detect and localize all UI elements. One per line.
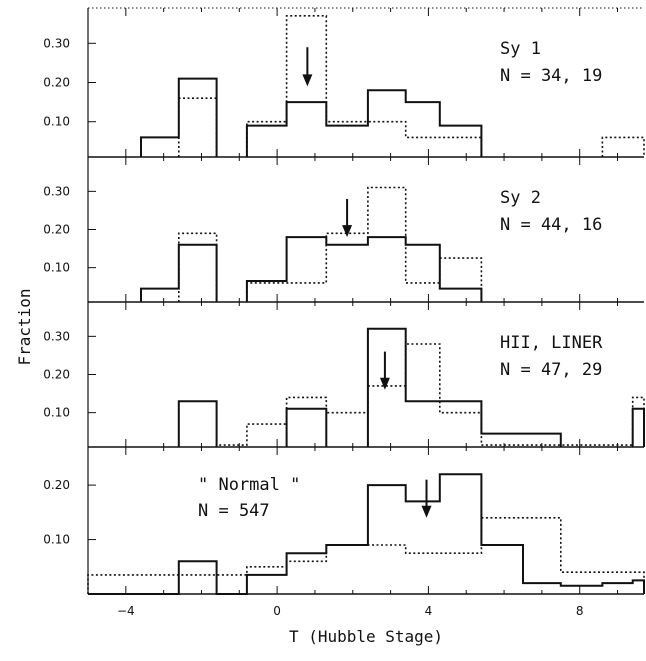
panels: 0.30 0.20 0.10 Sy 1 N = 34, 19 0.30 0.20 0.10 Sy…: [43, 7, 645, 618]
histogram-solid: [140, 236, 483, 302]
panel-label-line: N = 34, 19: [500, 66, 602, 86]
panel-label-line: HII, LINER: [500, 333, 603, 353]
histogram-solid: [177, 327, 645, 447]
x-tick-label: 0: [273, 604, 281, 618]
histogram-dotted: [215, 343, 645, 447]
y-tick-label: 0.30: [43, 184, 70, 198]
x-tick-label: 4: [425, 604, 433, 618]
y-tick-label: 0.30: [43, 329, 70, 343]
histogram-dotted: [87, 517, 645, 594]
panel-1: 0.30 0.20 0.10 Sy 1 N = 34, 19: [43, 7, 645, 158]
x-tick-label: −4: [117, 604, 135, 618]
panel-label-line: " Normal ": [198, 475, 300, 495]
y-axis-label: Fraction: [15, 288, 34, 365]
panel-label-line: N = 44, 16: [500, 215, 602, 235]
panel-label-line: N = 47, 29: [500, 360, 602, 380]
median-arrow-head: [421, 505, 432, 518]
y-tick-label: 0.30: [43, 36, 70, 50]
x-axis-label: T (Hubble Stage): [289, 627, 443, 646]
y-tick-label: 0.20: [43, 223, 70, 237]
histogram-solid: [140, 77, 483, 157]
histogram-dotted: [178, 186, 483, 302]
y-tick-label: 0.20: [43, 368, 70, 382]
y-tick-label: 0.10: [43, 406, 70, 420]
panel-2: 0.30 0.20 0.10 Sy 2 N = 44, 16: [43, 157, 644, 303]
y-tick-label: 0.10: [43, 533, 70, 547]
histogram-solid: [88, 473, 645, 595]
y-tick-label: 0.10: [43, 261, 70, 275]
y-tick-label: 0.20: [43, 76, 70, 90]
y-tick-label: 0.20: [43, 478, 70, 492]
x-tick-label: 8: [576, 604, 584, 618]
panel-3: 0.30 0.20 0.10 HII, LINER N = 47, 29: [43, 302, 645, 448]
y-tick-label: 0.10: [43, 115, 70, 129]
median-arrow-head: [379, 377, 390, 390]
histogram-dotted: [178, 15, 645, 157]
panel-label-line: Sy 2: [500, 188, 541, 208]
panel-4: 0.20 0.10 " Normal " N = 547: [43, 447, 645, 595]
panel-label-line: N = 547: [198, 501, 270, 521]
panel-label-line: Sy 1: [500, 39, 541, 59]
median-arrow-head: [302, 74, 313, 87]
median-arrow-head: [342, 225, 353, 238]
